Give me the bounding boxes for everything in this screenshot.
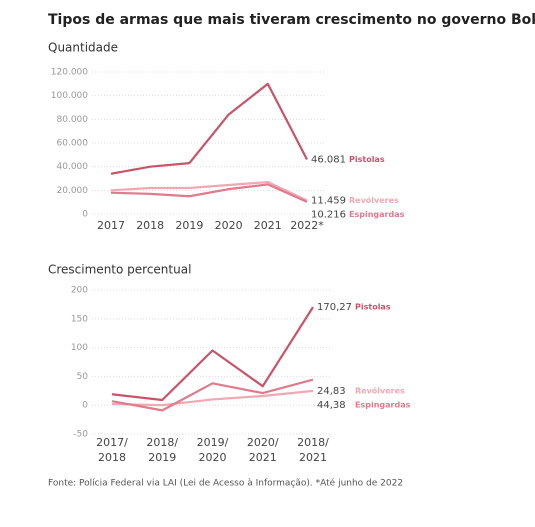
legend-label: Revólveres: [355, 385, 405, 395]
y-tick-label: 100: [71, 343, 88, 353]
legend-label: Pistolas: [349, 155, 385, 164]
x-tick-label: 2022*: [290, 219, 324, 232]
x-tick-label: 2017/2018: [96, 436, 128, 464]
y-tick-label: 0: [82, 210, 88, 220]
y-tick-label: 50: [77, 372, 89, 382]
title: Tipos de armas que mais tiveram crescime…: [48, 12, 535, 28]
series-line: [110, 82, 308, 175]
value-label: 44,38: [317, 400, 346, 411]
y-tick-label: 80.000: [57, 115, 89, 125]
legend-label: Espingardas: [349, 210, 405, 219]
y-tick-label: 100.000: [51, 91, 88, 101]
y-tick-label: 60.000: [57, 139, 89, 149]
legend-label: Revólveres: [349, 195, 399, 205]
x-tick-label: 2020: [215, 219, 243, 232]
series-line: [110, 180, 308, 202]
series-line: [110, 183, 308, 203]
legend-label: Pistolas: [355, 303, 391, 312]
legend-label: Espingardas: [355, 400, 411, 409]
x-tick-label: 2018/2021: [297, 436, 329, 464]
chart-subtitle: Crescimento percentual: [48, 263, 191, 277]
value-label: 46.081: [311, 154, 346, 165]
x-tick-label: 2017: [97, 219, 125, 232]
y-tick-label: 120.000: [51, 68, 88, 78]
y-tick-label: 40.000: [57, 162, 89, 172]
series-line: [111, 378, 314, 412]
value-label: 24,83: [317, 386, 346, 397]
y-tick-label: 150: [71, 314, 88, 324]
y-tick-label: 0: [82, 401, 88, 411]
x-tick-label: 2018/2019: [146, 436, 178, 464]
value-label: 10.216: [311, 209, 346, 220]
x-tick-label: 2019: [175, 219, 203, 232]
x-tick-label: 2020/2021: [247, 436, 279, 464]
y-tick-label: 20.000: [57, 186, 89, 196]
value-label: 11.459: [311, 195, 346, 206]
y-tick-label: -50: [73, 430, 88, 440]
x-tick-label: 2021: [254, 219, 282, 232]
series-line: [111, 306, 314, 402]
x-tick-label: 2019/2020: [197, 436, 229, 464]
series-line: [111, 389, 314, 407]
value-label: 170,27: [317, 302, 352, 313]
chart-subtitle: Quantidade: [48, 41, 118, 55]
source: Fonte: Polícia Federal via LAI (Lei de A…: [48, 478, 403, 489]
x-tick-label: 2018: [136, 219, 164, 232]
y-tick-label: 200: [71, 286, 88, 296]
